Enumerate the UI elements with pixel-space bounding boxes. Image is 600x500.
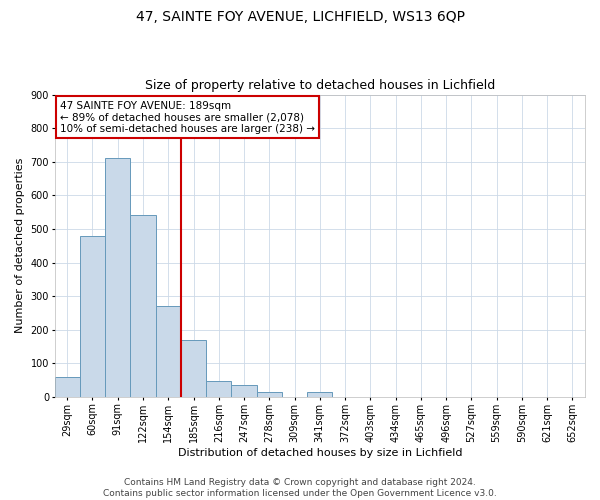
Text: Contains HM Land Registry data © Crown copyright and database right 2024.
Contai: Contains HM Land Registry data © Crown c… bbox=[103, 478, 497, 498]
Bar bbox=[307, 392, 332, 397]
Text: 47 SAINTE FOY AVENUE: 189sqm
← 89% of detached houses are smaller (2,078)
10% of: 47 SAINTE FOY AVENUE: 189sqm ← 89% of de… bbox=[60, 100, 315, 134]
X-axis label: Distribution of detached houses by size in Lichfield: Distribution of detached houses by size … bbox=[178, 448, 462, 458]
Bar bbox=[181, 340, 206, 397]
Bar bbox=[155, 306, 181, 397]
Bar bbox=[257, 392, 282, 397]
Y-axis label: Number of detached properties: Number of detached properties bbox=[15, 158, 25, 334]
Bar bbox=[206, 381, 232, 397]
Text: 47, SAINTE FOY AVENUE, LICHFIELD, WS13 6QP: 47, SAINTE FOY AVENUE, LICHFIELD, WS13 6… bbox=[136, 10, 464, 24]
Title: Size of property relative to detached houses in Lichfield: Size of property relative to detached ho… bbox=[145, 79, 495, 92]
Bar bbox=[55, 376, 80, 397]
Bar bbox=[232, 385, 257, 397]
Bar bbox=[105, 158, 130, 397]
Bar bbox=[80, 236, 105, 397]
Bar bbox=[130, 216, 155, 397]
